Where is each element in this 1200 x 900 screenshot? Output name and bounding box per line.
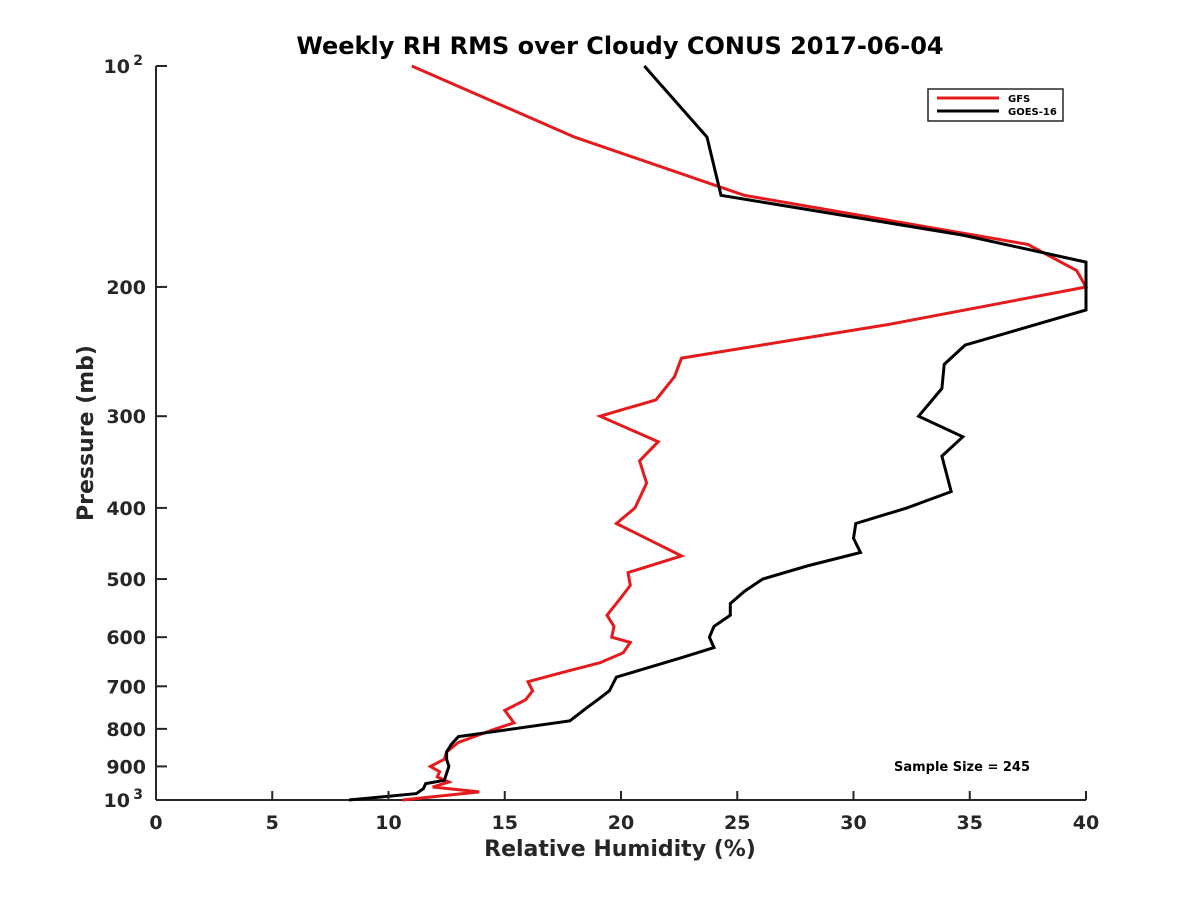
y-tick-label: 500	[106, 569, 146, 591]
y-tick-label: 600	[106, 627, 146, 649]
legend-label: GFS	[1008, 94, 1030, 105]
x-axis-label: Relative Humidity (%)	[484, 837, 756, 862]
x-tick-label: 25	[724, 812, 750, 834]
x-tick-label: 30	[840, 812, 866, 834]
x-tick-label: 15	[492, 812, 518, 834]
y-tick-label: 400	[106, 498, 146, 520]
y-tick-label: 10	[104, 56, 130, 78]
x-tick-label: 20	[608, 812, 634, 834]
y-tick-label: 10	[104, 790, 130, 812]
sample-size-annotation: Sample Size = 245	[894, 760, 1030, 775]
y-tick-label: 900	[106, 756, 146, 778]
legend-box	[927, 88, 1064, 122]
x-tick-label: 40	[1073, 812, 1099, 834]
y-tick-label: 800	[106, 719, 146, 741]
series-layer	[348, 64, 1089, 802]
plot-frame	[155, 66, 1086, 801]
x-tick-label: 5	[266, 812, 279, 834]
chart-title: Weekly RH RMS over Cloudy CONUS 2017-06-…	[296, 32, 943, 60]
x-axis-ticks: 0 5 10 15 20 25 30 35 40	[149, 791, 1099, 834]
y-tick-label: 300	[106, 406, 146, 428]
y-axis-label: Pressure (mb)	[74, 345, 99, 521]
y-tick-label: 700	[106, 676, 146, 698]
y-tick-exponent: 2	[133, 53, 143, 69]
y-tick-exponent: 3	[133, 787, 143, 803]
legend-label: GOES-16	[1008, 107, 1057, 118]
legend: GFS GOES-16	[927, 88, 1064, 122]
x-tick-label: 0	[149, 812, 162, 834]
x-tick-label: 35	[957, 812, 983, 834]
y-tick-label: 200	[106, 277, 146, 299]
x-tick-label: 10	[375, 812, 401, 834]
series-line-gfs	[402, 64, 1089, 802]
series-line-goes-16	[348, 65, 1088, 802]
